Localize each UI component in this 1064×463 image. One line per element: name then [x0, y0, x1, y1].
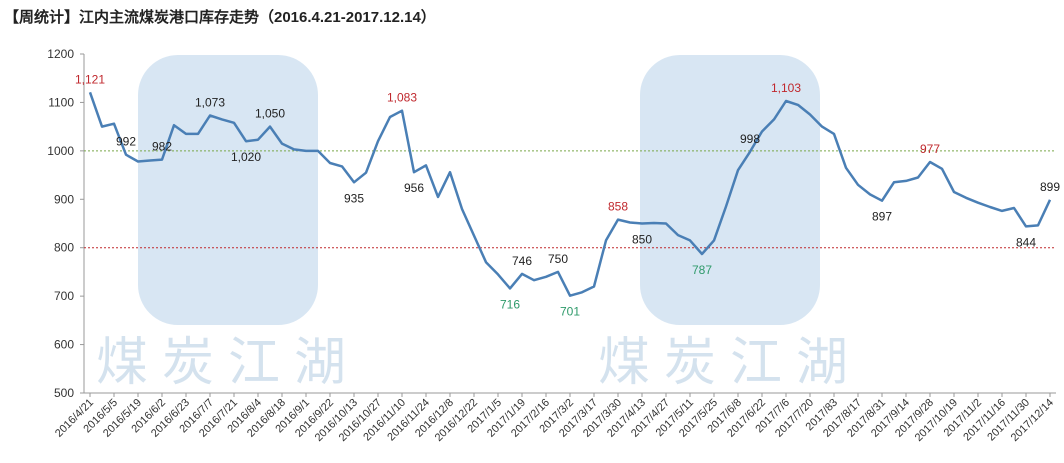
data-label: 787 — [692, 263, 712, 277]
y-tick-label: 600 — [54, 338, 74, 352]
data-label: 1,121 — [75, 72, 105, 86]
y-tick-label: 700 — [54, 289, 74, 303]
data-label: 977 — [920, 142, 940, 156]
data-label: 992 — [116, 135, 136, 149]
y-tick-label: 800 — [54, 241, 74, 255]
y-tick-label: 500 — [54, 386, 74, 400]
series-line — [88, 91, 1052, 297]
watermark: 煤炭江湖 — [598, 334, 862, 392]
y-tick-label: 1100 — [48, 95, 74, 109]
y-tick-label: 900 — [54, 192, 74, 206]
data-label: 1,020 — [231, 150, 261, 164]
data-label: 897 — [872, 210, 892, 224]
data-label: 844 — [1016, 235, 1036, 249]
data-label: 998 — [740, 132, 760, 146]
data-label: 1,103 — [771, 81, 801, 95]
data-label: 746 — [512, 254, 532, 268]
y-tick-label: 1000 — [47, 144, 74, 158]
watermark-logos — [138, 55, 820, 325]
data-label: 982 — [152, 140, 172, 154]
data-label: 701 — [560, 305, 580, 319]
data-label: 1,073 — [195, 96, 225, 110]
data-label: 956 — [404, 181, 424, 195]
data-label: 858 — [608, 200, 628, 214]
data-label: 1,050 — [255, 107, 285, 121]
watermark: 煤炭江湖 — [96, 334, 360, 392]
data-label: 1,083 — [387, 91, 417, 105]
chart-title: 【周统计】江内主流煤炭港口库存走势（2016.4.21-2017.12.14） — [4, 8, 436, 26]
data-label: 716 — [500, 297, 520, 311]
data-label: 750 — [548, 252, 568, 266]
data-label: 935 — [344, 191, 364, 205]
y-tick-label: 1200 — [47, 47, 74, 61]
data-label: 850 — [632, 233, 652, 247]
data-label: 899 — [1040, 180, 1060, 194]
